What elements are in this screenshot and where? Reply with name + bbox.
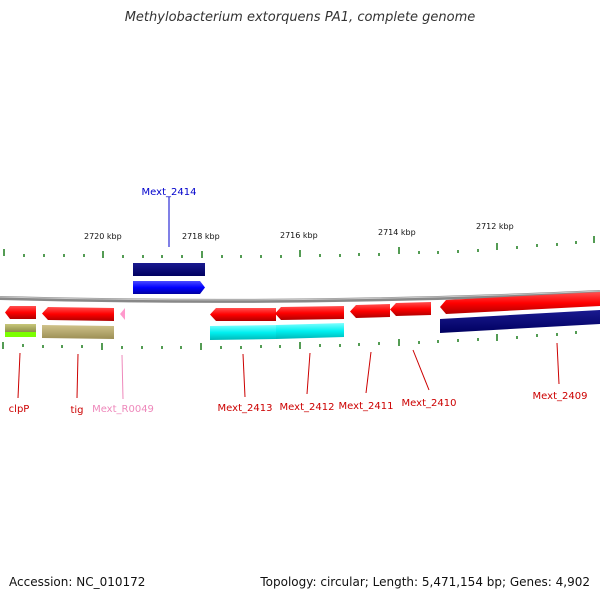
leader-line-mext-2413 xyxy=(242,353,246,398)
gene-arrow-mext-2410[interactable] xyxy=(390,302,431,316)
gene-label-mext-2413[interactable]: Mext_2413 xyxy=(218,403,273,414)
gene-arrow-mext-2411[interactable] xyxy=(350,304,390,318)
gene-label-mext-2414[interactable]: Mext_2414 xyxy=(142,187,197,198)
gene-arrow-mext-2412[interactable] xyxy=(275,306,344,320)
genome-backbone-shine xyxy=(0,290,600,301)
gene-arrow-mext-2414[interactable] xyxy=(133,281,205,294)
gene-bar-mext-2414-dark[interactable] xyxy=(133,263,205,276)
upper-tick-row xyxy=(3,236,595,258)
leader-line-mext-2409 xyxy=(556,342,560,385)
gene-arrow-tig[interactable] xyxy=(42,307,114,321)
scale-label-2720: 2720 kbp xyxy=(84,232,122,241)
feature-bar-mext-2409[interactable] xyxy=(440,310,600,333)
scale-label-2712: 2712 kbp xyxy=(476,222,514,231)
gene-label-mext-2411[interactable]: Mext_2411 xyxy=(339,401,394,412)
leader-line-mext-2412 xyxy=(306,352,311,395)
leader-line-tig xyxy=(76,353,79,399)
leader-line-mext-2410 xyxy=(412,349,430,391)
gene-arrow-mext-2409[interactable] xyxy=(440,292,600,314)
map-title: Methylobacterium extorquens PA1, complet… xyxy=(124,10,476,25)
gene-label-mext-2409[interactable]: Mext_2409 xyxy=(533,391,588,402)
gene-label-mext-2410[interactable]: Mext_2410 xyxy=(402,398,457,409)
leader-line-mext-r0049 xyxy=(121,354,124,400)
accession-text: Accession: NC_010172 xyxy=(9,575,146,589)
gene-label-tig[interactable]: tig xyxy=(70,405,83,416)
genome-summary-text: Topology: circular; Length: 5,471,154 bp… xyxy=(260,575,590,589)
scale-label-2714: 2714 kbp xyxy=(378,228,416,237)
lower-tick-row xyxy=(2,331,577,350)
leader-line-clpp xyxy=(17,352,21,399)
feature-bar-clpp[interactable] xyxy=(5,324,36,332)
feature-bar-mext-2413[interactable] xyxy=(210,325,276,340)
feature-bar-tig[interactable] xyxy=(42,325,114,339)
feature-bar-mext-2412[interactable] xyxy=(276,323,344,339)
leader-line-mext-2411 xyxy=(365,351,372,394)
gene-label-mext-r0049[interactable]: Mext_R0049 xyxy=(92,404,154,415)
gene-arrow-mext-2413[interactable] xyxy=(210,308,276,321)
scale-label-2718: 2718 kbp xyxy=(182,232,220,241)
scale-label-2716: 2716 kbp xyxy=(280,231,318,240)
gene-arrow-clpp[interactable] xyxy=(5,306,36,319)
genome-backbone xyxy=(0,290,600,303)
gene-label-clpp[interactable]: clpP xyxy=(9,404,30,415)
gene-label-mext-2412[interactable]: Mext_2412 xyxy=(280,402,335,413)
gene-arrow-mext-r0049[interactable] xyxy=(120,308,125,320)
feature-bar-clpp-accent[interactable] xyxy=(5,332,36,337)
